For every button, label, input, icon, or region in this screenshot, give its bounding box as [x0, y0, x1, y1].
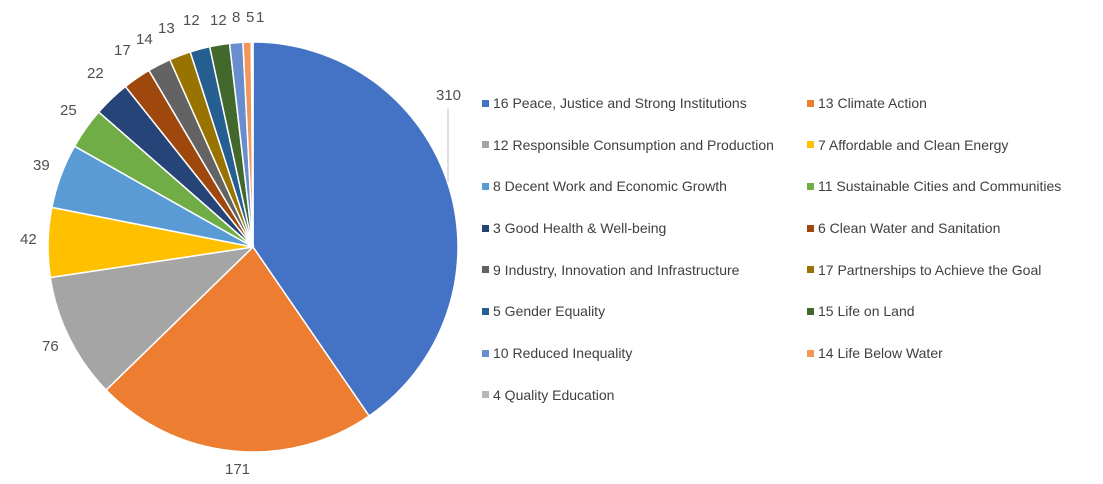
legend-swatch [482, 266, 489, 274]
legend-label: 13 Climate Action [818, 95, 927, 111]
pie-data-labels: 310 171 76 42 39 25 22 17 14 13 12 12 8 5 1 [20, 9, 461, 478]
legend-label: 14 Life Below Water [818, 345, 943, 362]
slice-data-label: 8 [232, 9, 240, 26]
legend-label: 7 Affordable and Clean Energy [818, 136, 1009, 153]
legend-item: 7 Affordable and Clean Energy [807, 133, 1102, 157]
legend-item: 4 Quality Education [482, 383, 807, 407]
legend-swatch [482, 141, 489, 149]
legend-swatch [807, 224, 814, 232]
slice-data-label: 1 [256, 9, 264, 26]
legend-swatch [482, 224, 489, 232]
legend-swatch [807, 99, 814, 107]
legend-label: 17 Partnerships to Achieve the Goal [818, 261, 1042, 278]
slice-data-label: 39 [33, 157, 50, 174]
slice-data-label: 310 [436, 87, 461, 104]
legend-label: 4 Quality Education [493, 386, 615, 403]
legend-item: 6 Clean Water and Sanitation [807, 216, 1102, 240]
legend-item: 10 Reduced Inequality [482, 341, 807, 365]
legend-label: 6 Clean Water and Sanitation [818, 220, 1001, 237]
legend-item: 11 Sustainable Cities and Communities [807, 174, 1102, 198]
pie-slice [252, 41, 459, 417]
legend-swatch [482, 307, 489, 315]
legend-label: 8 Decent Work and Economic Growth [493, 178, 727, 195]
slice-data-label: 25 [60, 102, 77, 119]
legend-item: 3 Good Health & Well-being [482, 216, 807, 240]
pie-slice [105, 245, 371, 453]
legend-label: 12 Responsible Consumption and Productio… [493, 136, 774, 153]
legend-swatch [482, 391, 489, 399]
legend-label: 3 Good Health & Well-being [493, 220, 667, 237]
legend-label: 10 Reduced Inequality [493, 345, 633, 362]
legend-item: 13 Climate Action [807, 91, 1102, 115]
slice-data-label: 76 [42, 338, 59, 355]
legend-swatch [482, 182, 489, 190]
legend-label: 5 Gender Equality [493, 303, 606, 320]
pie-slice [49, 245, 256, 392]
chart-legend: 16 Peace, Justice and Strong Institution… [482, 91, 1102, 425]
legend-item: 12 Responsible Consumption and Productio… [482, 133, 807, 157]
slice-data-label: 5 [246, 9, 254, 26]
legend-item: 15 Life on Land [807, 299, 1102, 323]
legend-swatch [807, 307, 814, 315]
legend-item: 5 Gender Equality [482, 299, 807, 323]
legend-label: 9 Industry, Innovation and Infrastructur… [493, 261, 740, 278]
legend-swatch [807, 266, 814, 274]
pie-slices [47, 41, 459, 453]
slice-data-label: 42 [20, 231, 37, 248]
slice-data-label: 12 [183, 12, 200, 29]
slice-data-label: 12 [210, 12, 227, 29]
slice-data-label: 17 [114, 42, 131, 59]
legend-label: 11 Sustainable Cities and Communities [818, 178, 1062, 195]
legend-label: 16 Peace, Justice and Strong Institution… [493, 95, 747, 111]
legend-swatch [807, 182, 814, 190]
slice-data-label: 171 [225, 461, 250, 478]
slice-data-label: 22 [87, 65, 104, 82]
legend-item: 16 Peace, Justice and Strong Institution… [482, 91, 807, 115]
legend-swatch [807, 349, 814, 357]
legend-item: 17 Partnerships to Achieve the Goal [807, 258, 1102, 282]
slice-data-label: 14 [136, 31, 153, 48]
legend-item: 14 Life Below Water [807, 341, 1102, 365]
legend-item: 9 Industry, Innovation and Infrastructur… [482, 258, 807, 282]
legend-swatch [482, 349, 489, 357]
legend-swatch [482, 99, 489, 107]
legend-label: 15 Life on Land [818, 303, 915, 320]
legend-swatch [807, 141, 814, 149]
slice-data-label: 13 [158, 20, 175, 37]
pie-slice [250, 41, 254, 248]
legend-item: 8 Decent Work and Economic Growth [482, 174, 807, 198]
